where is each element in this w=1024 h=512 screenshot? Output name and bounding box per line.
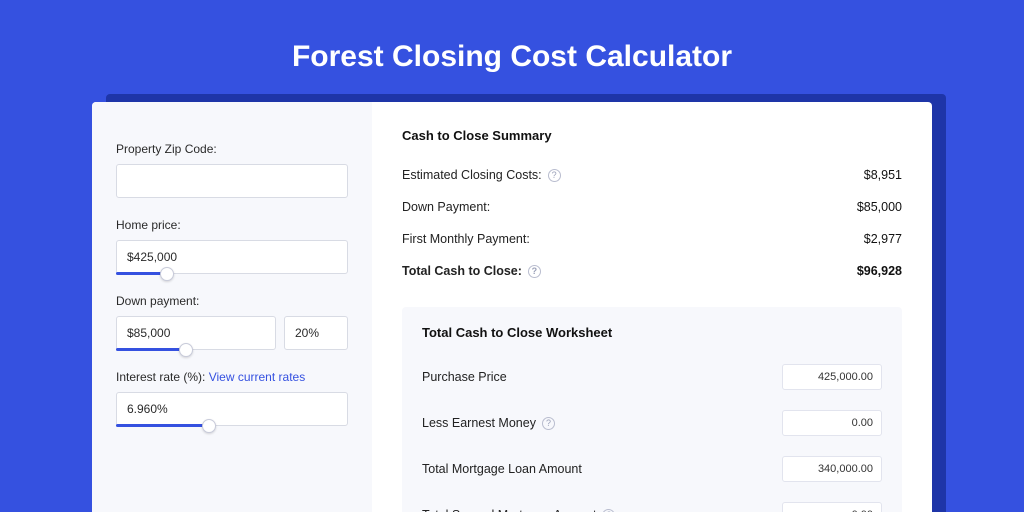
interest-input[interactable] <box>116 392 348 426</box>
worksheet-row: Total Mortgage Loan Amount 340,000.00 <box>422 446 882 492</box>
summary-row-value: $2,977 <box>864 232 902 246</box>
worksheet-row-value[interactable]: 0.00 <box>782 410 882 436</box>
worksheet-row: Total Second Mortgage Amount ? 0.00 <box>422 492 882 512</box>
down-payment-label: Down payment: <box>116 294 348 308</box>
down-payment-input[interactable] <box>116 316 276 350</box>
summary-row: Estimated Closing Costs: ? $8,951 <box>402 159 902 191</box>
worksheet-row-value[interactable]: 0.00 <box>782 502 882 512</box>
calculator-card: Property Zip Code: Home price: Down paym… <box>92 102 932 512</box>
summary-title: Cash to Close Summary <box>402 128 902 143</box>
home-price-input[interactable] <box>116 240 348 274</box>
summary-total-value: $96,928 <box>857 264 902 278</box>
page-title: Forest Closing Cost Calculator <box>0 0 1024 102</box>
worksheet-title: Total Cash to Close Worksheet <box>422 325 882 340</box>
worksheet-row-value[interactable]: 425,000.00 <box>782 364 882 390</box>
summary-row-value: $8,951 <box>864 168 902 182</box>
summary-row-label: Estimated Closing Costs: <box>402 168 542 182</box>
interest-label: Interest rate (%): View current rates <box>116 370 348 384</box>
home-price-label: Home price: <box>116 218 348 232</box>
slider-thumb[interactable] <box>179 343 193 357</box>
help-icon[interactable]: ? <box>528 265 541 278</box>
zip-input[interactable] <box>116 164 348 198</box>
slider-thumb[interactable] <box>160 267 174 281</box>
zip-label: Property Zip Code: <box>116 142 348 156</box>
worksheet-row-value[interactable]: 340,000.00 <box>782 456 882 482</box>
help-icon[interactable]: ? <box>602 509 615 512</box>
interest-label-text: Interest rate (%): <box>116 370 205 384</box>
down-payment-field: Down payment: <box>116 294 348 350</box>
interest-slider[interactable] <box>116 392 348 426</box>
help-icon[interactable]: ? <box>542 417 555 430</box>
worksheet-row-label: Total Mortgage Loan Amount <box>422 462 582 476</box>
worksheet-row-label: Less Earnest Money <box>422 416 536 430</box>
summary-total-label: Total Cash to Close: <box>402 264 522 278</box>
slider-track <box>116 424 209 427</box>
summary-total-row: Total Cash to Close: ? $96,928 <box>402 255 902 287</box>
summary-row-value: $85,000 <box>857 200 902 214</box>
summary-row: First Monthly Payment: $2,977 <box>402 223 902 255</box>
down-payment-pct-input[interactable] <box>284 316 348 350</box>
view-rates-link[interactable]: View current rates <box>209 370 306 384</box>
inputs-panel: Property Zip Code: Home price: Down paym… <box>92 102 372 512</box>
worksheet-row: Purchase Price 425,000.00 <box>422 354 882 400</box>
down-payment-slider[interactable] <box>116 316 348 350</box>
worksheet-row-label: Purchase Price <box>422 370 507 384</box>
interest-field: Interest rate (%): View current rates <box>116 370 348 426</box>
summary-row-label: First Monthly Payment: <box>402 232 530 246</box>
worksheet-panel: Total Cash to Close Worksheet Purchase P… <box>402 307 902 512</box>
home-price-slider[interactable] <box>116 240 348 274</box>
results-panel: Cash to Close Summary Estimated Closing … <box>372 102 932 512</box>
summary-row-label: Down Payment: <box>402 200 490 214</box>
help-icon[interactable]: ? <box>548 169 561 182</box>
summary-row: Down Payment: $85,000 <box>402 191 902 223</box>
slider-track <box>116 348 186 351</box>
slider-thumb[interactable] <box>202 419 216 433</box>
card-shadow: Property Zip Code: Home price: Down paym… <box>92 102 932 512</box>
worksheet-row: Less Earnest Money ? 0.00 <box>422 400 882 446</box>
home-price-field: Home price: <box>116 218 348 274</box>
zip-field: Property Zip Code: <box>116 142 348 198</box>
worksheet-row-label: Total Second Mortgage Amount <box>422 508 596 512</box>
